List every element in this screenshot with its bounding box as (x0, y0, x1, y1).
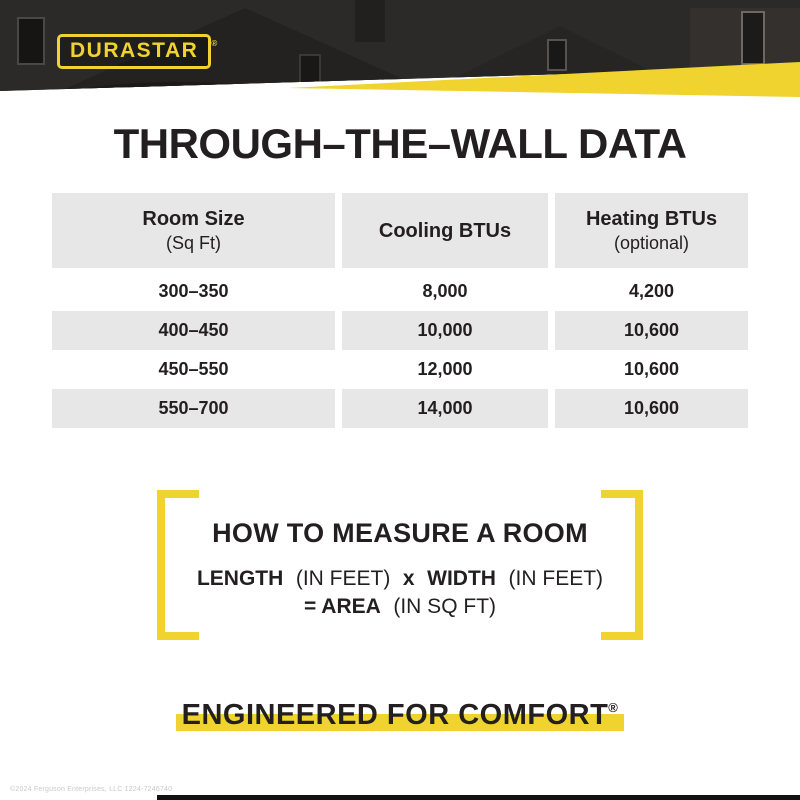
column-title: Room Size (142, 208, 245, 230)
width-unit: (IN FEET) (508, 567, 604, 590)
tagline-registered-mark: ® (608, 700, 619, 715)
equals-area-label: = AREA (303, 595, 381, 618)
table-row: 300–350 8,000 4,200 (52, 272, 748, 311)
room-size-value: 450–550 (158, 359, 229, 379)
length-label: LENGTH (196, 567, 284, 590)
header-cell-room-size: Room Size (Sq Ft) (52, 193, 335, 268)
width-label: WIDTH (427, 567, 496, 590)
footer-bar (157, 795, 800, 800)
heating-btus-value: 10,600 (623, 359, 680, 379)
column-subtitle: (Sq Ft) (165, 233, 221, 253)
durastar-logo-text: DURASTAR (70, 39, 199, 62)
table-row: 550–700 14,000 10,600 (52, 389, 748, 428)
heating-btus-value: 10,600 (555, 389, 748, 428)
heating-btus-value: 10,600 (555, 311, 748, 350)
cooling-btus-value: 12,000 (417, 359, 473, 379)
room-size-value: 550–700 (52, 389, 335, 428)
column-subtitle: (optional) (613, 233, 690, 253)
length-unit: (IN FEET) (295, 567, 391, 590)
formula-line-1: LENGTH (IN FEET) x WIDTH (IN FEET) (157, 567, 643, 591)
cooling-btus-value: 8,000 (422, 281, 468, 301)
column-title: Heating BTUs (585, 208, 718, 230)
durastar-logo: DURASTAR ® (57, 34, 217, 69)
tagline-section: ENGINEERED FOR COMFORT® (0, 699, 800, 732)
tagline-highlight-bar (175, 714, 625, 731)
heating-btus-value: 4,200 (628, 281, 675, 301)
table-row: 400–450 10,000 10,600 (52, 311, 748, 350)
measure-heading: HOW TO MEASURE A ROOM (212, 518, 588, 548)
cooling-btus-value: 14,000 (342, 389, 548, 428)
multiply-operator: x (402, 567, 415, 590)
copyright-text: ©2024 Ferguson Enterprises, LLC 1224-724… (10, 786, 173, 793)
header-cell-heating-btus: Heating BTUs (optional) (555, 193, 748, 268)
formula-line-2: = AREA (IN SQ FT) (157, 595, 643, 619)
table-header-row: Room Size (Sq Ft) Cooling BTUs Heating B… (52, 193, 748, 268)
room-size-value: 300–350 (158, 281, 229, 301)
cooling-btus-value: 10,000 (342, 311, 548, 350)
page-title: THROUGH–THE–WALL DATA (113, 120, 687, 167)
tagline-text: ENGINEERED FOR COMFORT® (182, 699, 619, 731)
how-to-measure-section: HOW TO MEASURE A ROOM LENGTH (IN FEET) x… (157, 490, 643, 640)
logo-registered-mark: ® (211, 39, 218, 48)
room-size-value: 400–450 (52, 311, 335, 350)
header-cell-cooling-btus: Cooling BTUs (342, 193, 548, 268)
area-unit: (IN SQ FT) (393, 595, 497, 618)
bracket-right-icon (601, 490, 643, 640)
table-row: 450–550 12,000 10,600 (52, 350, 748, 389)
header: DURASTAR ® (0, 0, 800, 100)
through-the-wall-data-table: Room Size (Sq Ft) Cooling BTUs Heating B… (52, 193, 748, 428)
bracket-left-icon (157, 490, 199, 640)
tagline-label: ENGINEERED FOR COMFORT (181, 699, 609, 731)
tagline: ENGINEERED FOR COMFORT® (175, 699, 625, 732)
column-title: Cooling BTUs (378, 219, 512, 242)
